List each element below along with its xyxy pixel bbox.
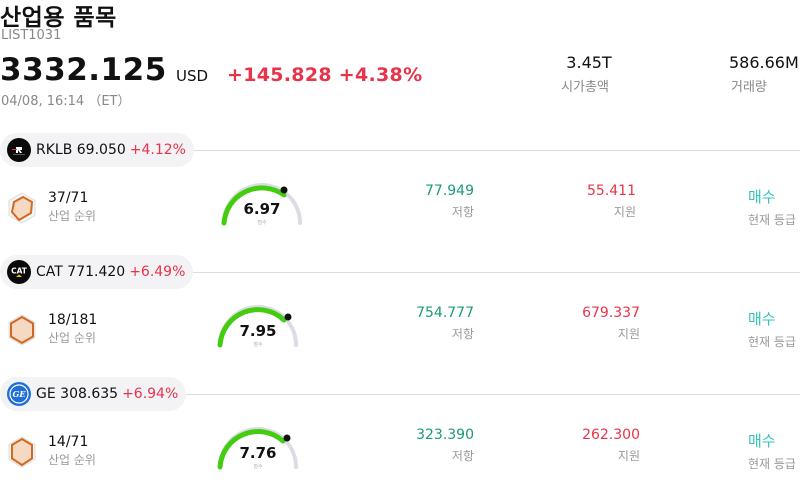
score-gauge-arc-icon xyxy=(217,427,298,470)
stock-detail-row-cat: 18/181 산업 순위 7.95 점수 754.777 저항 679.337 … xyxy=(0,305,800,365)
cat-logo-icon: CAT xyxy=(7,260,31,284)
grade-value: 매수 xyxy=(748,188,776,206)
resistance-label: 저항 xyxy=(451,205,474,219)
industry-rank-label: 산업 순위 xyxy=(48,453,96,467)
industry-rank-radar-icon xyxy=(8,436,36,468)
stock-pill-rklb[interactable]: RKLB 69.050 +4.12% xyxy=(0,133,194,167)
score-value: 6.97 xyxy=(243,200,281,218)
stock-header-rklb: RKLB 69.050 +4.12% xyxy=(0,133,800,167)
support-value: 55.411 xyxy=(587,183,636,199)
resistance-value: 77.949 xyxy=(425,183,474,199)
volume-value: 586.66M xyxy=(729,53,799,72)
support-metric: 679.337 지원 xyxy=(560,305,640,342)
support-label: 지원 xyxy=(617,327,640,341)
score-gauge-arc-icon xyxy=(221,183,302,226)
stock-ticker: CAT xyxy=(36,264,63,280)
list-code: LIST1031 xyxy=(1,28,62,43)
industry-rank-label: 산업 순위 xyxy=(48,209,96,223)
ge-logo-icon: GE xyxy=(7,382,31,406)
industry-rank-radar-icon xyxy=(8,192,36,224)
price-change: +145.828 +4.38% xyxy=(227,64,423,86)
divider xyxy=(193,271,800,273)
stock-detail-row-rklb: 37/71 산업 순위 6.97 점수 77.949 저항 55.411 지원 … xyxy=(0,183,800,243)
support-label: 지원 xyxy=(617,449,640,463)
stock-change-pct: +4.12% xyxy=(129,142,186,158)
current-grade: 매수 현재 등급 xyxy=(748,308,796,350)
support-metric: 262.300 지원 xyxy=(560,427,640,464)
grade-value: 매수 xyxy=(748,310,776,328)
resistance-label: 저항 xyxy=(451,327,474,341)
stock-price: 308.635 xyxy=(60,386,119,402)
grade-label: 현재 등급 xyxy=(748,213,796,227)
divider xyxy=(193,149,800,151)
industry-rank-value: 18/181 xyxy=(48,312,98,328)
score-label: 점수 xyxy=(257,220,267,226)
timestamp: 04/08, 16:14 （ET） xyxy=(1,94,131,109)
industry-rank-value: 37/71 xyxy=(48,190,89,206)
grade-label: 현재 등급 xyxy=(748,335,796,349)
support-metric: 55.411 지원 xyxy=(560,183,636,220)
stock-pill-cat[interactable]: CAT CAT 771.420 +6.49% xyxy=(0,255,194,289)
score-value: 7.95 xyxy=(239,322,277,340)
score-label: 점수 xyxy=(253,342,263,348)
stock-pill-ge[interactable]: GE GE 308.635 +6.94% xyxy=(0,377,187,411)
index-price: 3332.125 xyxy=(0,52,167,88)
stock-ticker: RKLB xyxy=(36,142,73,158)
svg-text:CAT: CAT xyxy=(11,267,28,276)
support-value: 679.337 xyxy=(582,305,640,321)
current-grade: 매수 현재 등급 xyxy=(748,186,796,228)
stock-change-pct: +6.94% xyxy=(122,386,179,402)
svg-text:GE: GE xyxy=(13,389,27,399)
market-cap-value: 3.45T xyxy=(566,53,612,72)
resistance-metric: 77.949 저항 xyxy=(400,183,474,220)
stock-price: 771.420 xyxy=(67,264,126,280)
resistance-value: 323.390 xyxy=(416,427,474,443)
score-gauge: 7.95 점수 xyxy=(215,303,301,353)
stock-header-ge: GE GE 308.635 +6.94% xyxy=(0,377,800,411)
score-gauge: 6.97 점수 xyxy=(219,181,305,231)
stock-header-cat: CAT CAT 771.420 +6.49% xyxy=(0,255,800,289)
resistance-metric: 754.777 저항 xyxy=(400,305,474,342)
page-title: 산업용 품목 xyxy=(0,5,117,31)
resistance-value: 754.777 xyxy=(416,305,474,321)
grade-label: 현재 등급 xyxy=(748,457,796,471)
volume-stat: 586.66M 거래량 xyxy=(729,53,800,95)
industry-rank-radar-icon xyxy=(8,314,36,346)
industry-rank-label: 산업 순위 xyxy=(48,331,96,345)
score-value: 7.76 xyxy=(239,444,277,462)
support-label: 지원 xyxy=(613,205,636,219)
score-gauge: 7.76 점수 xyxy=(215,425,301,475)
rklb-logo-icon xyxy=(7,138,31,162)
market-cap-label: 시가총액 xyxy=(561,80,609,95)
score-label: 점수 xyxy=(253,464,263,470)
divider xyxy=(186,393,800,395)
current-grade: 매수 현재 등급 xyxy=(748,430,796,472)
resistance-label: 저항 xyxy=(451,449,474,463)
support-value: 262.300 xyxy=(582,427,640,443)
industry-rank-value: 14/71 xyxy=(48,434,89,450)
volume-label: 거래량 xyxy=(731,80,767,95)
grade-value: 매수 xyxy=(748,432,776,450)
market-cap-stat: 3.45T 시가총액 xyxy=(555,53,615,95)
stock-price: 69.050 xyxy=(76,142,126,158)
currency-label: USD xyxy=(176,67,209,85)
score-gauge-arc-icon xyxy=(217,305,298,348)
stock-ticker: GE xyxy=(36,386,56,402)
resistance-metric: 323.390 저항 xyxy=(400,427,474,464)
stock-detail-row-ge: 14/71 산업 순위 7.76 점수 323.390 저항 262.300 지… xyxy=(0,427,800,487)
stock-change-pct: +6.49% xyxy=(129,264,186,280)
